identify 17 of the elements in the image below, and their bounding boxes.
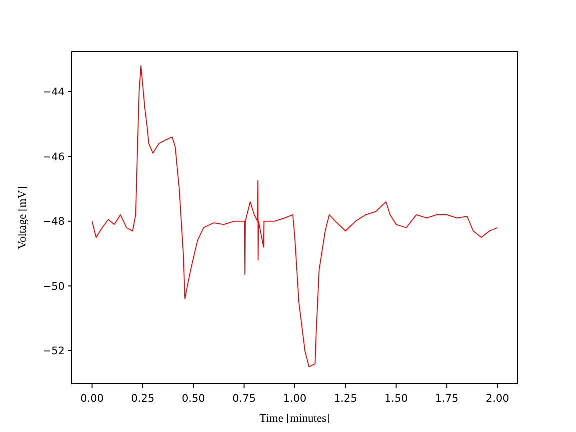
y-tick-label: −50 [42,280,65,293]
x-tick-label: 0.25 [131,393,155,405]
x-tick-label: 1.75 [435,393,459,405]
x-tick-label: 0.75 [232,393,256,405]
y-tick-label: −44 [42,86,66,99]
x-tick-label: 1.50 [384,393,408,405]
x-tick-label: 1.00 [283,393,307,405]
x-tick-label: 2.00 [486,393,510,405]
x-tick-label: 0.00 [80,393,104,405]
x-axis-title: Time [minutes] [260,413,330,425]
line-series [92,65,498,368]
y-tick-label: −48 [42,216,65,228]
y-axis-title: Voltage [mV] [17,186,29,250]
x-tick-label: 1.25 [334,393,358,405]
y-tick-label: −46 [42,151,66,164]
x-tick-label: 0.50 [182,393,206,405]
y-tick-label: −52 [42,346,65,358]
